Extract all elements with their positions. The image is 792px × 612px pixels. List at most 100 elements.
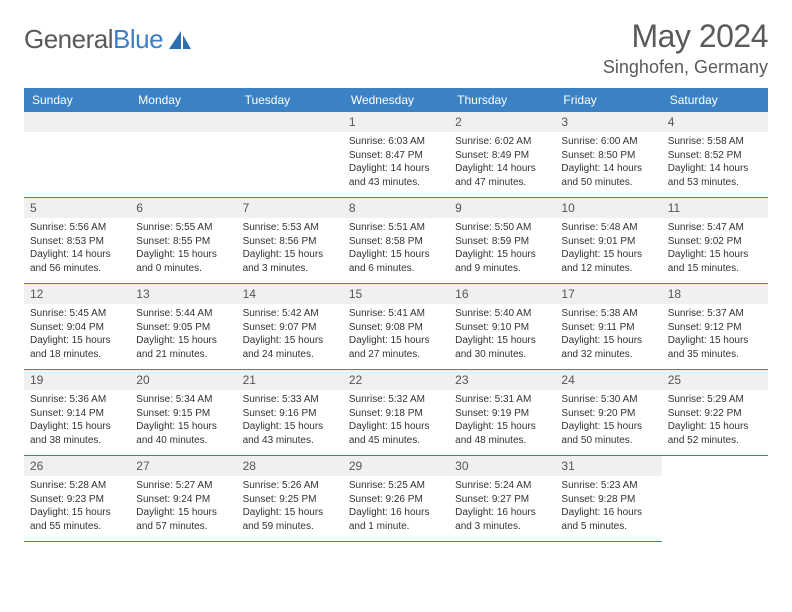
day-number: 9 [449, 198, 555, 218]
sunrise-line: Sunrise: 5:47 AM [668, 221, 762, 235]
sunset-line: Sunset: 8:47 PM [349, 149, 443, 163]
daylight-line: Daylight: 15 hours and 48 minutes. [455, 420, 549, 447]
daylight-line: Daylight: 15 hours and 12 minutes. [561, 248, 655, 275]
sunset-line: Sunset: 9:04 PM [30, 321, 124, 335]
sunrise-line: Sunrise: 5:26 AM [243, 479, 337, 493]
sunrise-line: Sunrise: 5:48 AM [561, 221, 655, 235]
calendar-header-row: SundayMondayTuesdayWednesdayThursdayFrid… [24, 88, 768, 112]
sunset-line: Sunset: 9:28 PM [561, 493, 655, 507]
calendar-cell: 25Sunrise: 5:29 AMSunset: 9:22 PMDayligh… [662, 370, 768, 456]
calendar-cell: 15Sunrise: 5:41 AMSunset: 9:08 PMDayligh… [343, 284, 449, 370]
sail-icon [167, 29, 193, 51]
calendar-cell: 9Sunrise: 5:50 AMSunset: 8:59 PMDaylight… [449, 198, 555, 284]
sunrise-line: Sunrise: 6:00 AM [561, 135, 655, 149]
calendar-cell: 18 Sunrise: 5:37 AMSunset: 9:12 PMDayligh… [662, 284, 768, 370]
calendar-cell: 12Sunrise: 5:45 AMSunset: 9:04 PMDayligh… [24, 284, 130, 370]
calendar-cell: 6Sunrise: 5:55 AMSunset: 8:55 PMDaylight… [130, 198, 236, 284]
day-number: 3 [555, 112, 661, 132]
day-number: 14 [237, 284, 343, 304]
day-number: 28 [237, 456, 343, 476]
calendar-cell: 2Sunrise: 6:02 AMSunset: 8:49 PMDaylight… [449, 112, 555, 198]
calendar-cell: 23Sunrise: 5:31 AMSunset: 9:19 PMDayligh… [449, 370, 555, 456]
daylight-line: Daylight: 15 hours and 9 minutes. [455, 248, 549, 275]
day-number: 30 [449, 456, 555, 476]
logo-text-general: General [24, 24, 113, 54]
sunset-line: Sunset: 9:12 PM [668, 321, 762, 335]
sunrise-line: Sunrise: 5:30 AM [561, 393, 655, 407]
daylight-line: Daylight: 15 hours and 24 minutes. [243, 334, 337, 361]
daylight-line: Daylight: 15 hours and 59 minutes. [243, 506, 337, 533]
day-number: 17 [555, 284, 661, 304]
sunrise-line: Sunrise: 5:53 AM [243, 221, 337, 235]
day-number: 25 [662, 370, 768, 390]
calendar-cell: 31Sunrise: 5:23 AMSunset: 9:28 PMDayligh… [555, 456, 661, 542]
day-number: 18 [662, 284, 768, 304]
day-number: 13 [130, 284, 236, 304]
day-number: 24 [555, 370, 661, 390]
day-number: 1 [343, 112, 449, 132]
calendar-cell: 3Sunrise: 6:00 AMSunset: 8:50 PMDaylight… [555, 112, 661, 198]
sunrise-line: Sunrise: 5:29 AM [668, 393, 762, 407]
day-number: 29 [343, 456, 449, 476]
daylight-line: Daylight: 14 hours and 47 minutes. [455, 162, 549, 189]
sunrise-line: Sunrise: 5:28 AM [30, 479, 124, 493]
day-number: 27 [130, 456, 236, 476]
day-number: 26 [24, 456, 130, 476]
daylight-line: Daylight: 15 hours and 35 minutes. [668, 334, 762, 361]
calendar-cell: 7Sunrise: 5:53 AMSunset: 8:56 PMDaylight… [237, 198, 343, 284]
header: GeneralBlue May 2024 Singhofen, Germany [24, 18, 768, 78]
sunset-line: Sunset: 9:07 PM [243, 321, 337, 335]
sunrise-line: Sunrise: 5:24 AM [455, 479, 549, 493]
weekday-header: Thursday [449, 88, 555, 112]
weekday-header: Saturday [662, 88, 768, 112]
day-number: 8 [343, 198, 449, 218]
sunset-line: Sunset: 9:22 PM [668, 407, 762, 421]
daylight-line: Daylight: 14 hours and 43 minutes. [349, 162, 443, 189]
sunrise-line: Sunrise: 5:33 AM [243, 393, 337, 407]
sunrise-line: Sunrise: 5:36 AM [30, 393, 124, 407]
sunset-line: Sunset: 9:23 PM [30, 493, 124, 507]
calendar-cell: 24 Sunrise: 5:30 AMSunset: 9:20 PMDayligh… [555, 370, 661, 456]
sunset-line: Sunset: 9:02 PM [668, 235, 762, 249]
calendar-cell: 11Sunrise: 5:47 AMSunset: 9:02 PMDayligh… [662, 198, 768, 284]
month-title: May 2024 [603, 18, 768, 55]
sunrise-line: Sunrise: 5:25 AM [349, 479, 443, 493]
sunset-line: Sunset: 9:20 PM [561, 407, 655, 421]
calendar-cell: 28Sunrise: 5:26 AMSunset: 9:25 PMDayligh… [237, 456, 343, 542]
daylight-line: Daylight: 15 hours and 3 minutes. [243, 248, 337, 275]
sunrise-line: Sunrise: 5:37 AM [668, 307, 762, 321]
sunset-line: Sunset: 9:08 PM [349, 321, 443, 335]
sunrise-line: Sunrise: 5:56 AM [30, 221, 124, 235]
sunset-line: Sunset: 8:53 PM [30, 235, 124, 249]
daylight-line: Daylight: 15 hours and 30 minutes. [455, 334, 549, 361]
sunset-line: Sunset: 8:55 PM [136, 235, 230, 249]
daylight-line: Daylight: 16 hours and 5 minutes. [561, 506, 655, 533]
daylight-line: Daylight: 15 hours and 43 minutes. [243, 420, 337, 447]
sunset-line: Sunset: 9:11 PM [561, 321, 655, 335]
sunrise-line: Sunrise: 5:58 AM [668, 135, 762, 149]
calendar-cell: 5Sunrise: 5:56 AMSunset: 8:53 PMDaylight… [24, 198, 130, 284]
day-number: 21 [237, 370, 343, 390]
daylight-line: Daylight: 15 hours and 57 minutes. [136, 506, 230, 533]
sunset-line: Sunset: 8:50 PM [561, 149, 655, 163]
calendar-cell: 22Sunrise: 5:32 AMSunset: 9:18 PMDayligh… [343, 370, 449, 456]
logo-text: GeneralBlue [24, 24, 163, 55]
calendar-cell-empty [24, 112, 130, 198]
daylight-line: Daylight: 15 hours and 45 minutes. [349, 420, 443, 447]
calendar-cell: 17Sunrise: 5:38 AMSunset: 9:11 PMDayligh… [555, 284, 661, 370]
calendar-cell: 10Sunrise: 5:48 AMSunset: 9:01 PMDayligh… [555, 198, 661, 284]
day-number: 11 [662, 198, 768, 218]
calendar-cell: 16Sunrise: 5:40 AMSunset: 9:10 PMDayligh… [449, 284, 555, 370]
daylight-line: Daylight: 15 hours and 40 minutes. [136, 420, 230, 447]
sunrise-line: Sunrise: 5:23 AM [561, 479, 655, 493]
daylight-line: Daylight: 15 hours and 6 minutes. [349, 248, 443, 275]
sunset-line: Sunset: 9:27 PM [455, 493, 549, 507]
calendar-cell: 29Sunrise: 5:25 AMSunset: 9:26 PMDayligh… [343, 456, 449, 542]
weekday-header: Sunday [24, 88, 130, 112]
sunset-line: Sunset: 9:24 PM [136, 493, 230, 507]
daylight-line: Daylight: 15 hours and 50 minutes. [561, 420, 655, 447]
daylight-line: Daylight: 15 hours and 18 minutes. [30, 334, 124, 361]
day-number: 4 [662, 112, 768, 132]
sunrise-line: Sunrise: 5:50 AM [455, 221, 549, 235]
daylight-line: Daylight: 16 hours and 1 minute. [349, 506, 443, 533]
